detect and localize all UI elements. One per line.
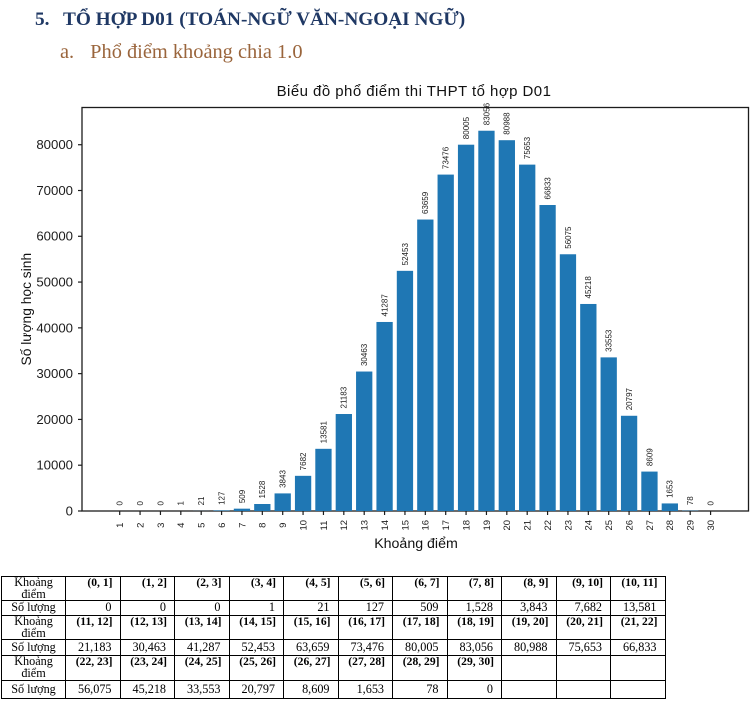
svg-text:17: 17 bbox=[441, 520, 452, 531]
svg-text:7682: 7682 bbox=[299, 452, 308, 470]
svg-text:10000: 10000 bbox=[36, 458, 73, 473]
svg-text:20797: 20797 bbox=[625, 387, 634, 410]
svg-text:9: 9 bbox=[278, 523, 289, 528]
svg-text:15: 15 bbox=[400, 520, 411, 531]
svg-text:25: 25 bbox=[604, 520, 615, 531]
svg-text:3843: 3843 bbox=[279, 470, 288, 488]
svg-text:27: 27 bbox=[645, 520, 656, 531]
svg-text:18: 18 bbox=[461, 520, 472, 531]
svg-text:Biểu đồ phổ điểm thi THPT tổ h: Biểu đồ phổ điểm thi THPT tổ hợp D01 bbox=[277, 83, 552, 100]
svg-text:52453: 52453 bbox=[401, 243, 410, 266]
svg-text:80000: 80000 bbox=[36, 137, 73, 152]
svg-text:1: 1 bbox=[115, 523, 126, 528]
svg-text:21183: 21183 bbox=[340, 386, 349, 408]
svg-text:80005: 80005 bbox=[462, 116, 471, 139]
svg-text:13581: 13581 bbox=[319, 421, 328, 444]
svg-text:41287: 41287 bbox=[380, 294, 389, 317]
svg-text:10: 10 bbox=[298, 520, 309, 531]
svg-text:56075: 56075 bbox=[564, 226, 573, 249]
svg-text:20000: 20000 bbox=[36, 412, 73, 427]
svg-text:33553: 33553 bbox=[605, 329, 614, 352]
svg-text:45218: 45218 bbox=[584, 276, 593, 299]
svg-text:28: 28 bbox=[665, 520, 676, 531]
svg-text:75653: 75653 bbox=[523, 136, 532, 159]
svg-text:6: 6 bbox=[217, 523, 228, 528]
svg-text:29: 29 bbox=[686, 520, 697, 531]
svg-text:78: 78 bbox=[686, 496, 695, 505]
svg-text:66833: 66833 bbox=[543, 177, 552, 200]
svg-text:11: 11 bbox=[319, 521, 330, 531]
svg-text:73476: 73476 bbox=[442, 146, 451, 169]
svg-text:1: 1 bbox=[177, 501, 186, 506]
svg-text:70000: 70000 bbox=[36, 183, 73, 198]
svg-text:8: 8 bbox=[258, 523, 269, 528]
svg-text:22: 22 bbox=[543, 520, 554, 531]
svg-text:14: 14 bbox=[380, 520, 391, 531]
svg-text:0: 0 bbox=[156, 501, 165, 506]
svg-text:16: 16 bbox=[421, 520, 432, 531]
svg-text:80988: 80988 bbox=[503, 112, 512, 135]
svg-text:24: 24 bbox=[584, 520, 595, 531]
svg-text:Khoảng điểm: Khoảng điểm bbox=[374, 536, 458, 552]
svg-text:63659: 63659 bbox=[421, 191, 430, 214]
svg-text:509: 509 bbox=[238, 489, 247, 503]
svg-text:1528: 1528 bbox=[258, 480, 267, 498]
svg-text:60000: 60000 bbox=[36, 229, 73, 244]
svg-text:20: 20 bbox=[502, 520, 513, 531]
svg-text:23: 23 bbox=[563, 520, 574, 531]
svg-text:13: 13 bbox=[360, 520, 371, 531]
svg-text:5: 5 bbox=[197, 523, 208, 528]
svg-text:12: 12 bbox=[339, 520, 350, 531]
svg-text:30: 30 bbox=[706, 520, 717, 531]
svg-text:7: 7 bbox=[237, 523, 248, 528]
svg-text:19: 19 bbox=[482, 520, 493, 531]
svg-text:127: 127 bbox=[217, 491, 226, 505]
svg-text:40000: 40000 bbox=[36, 320, 73, 335]
svg-text:21: 21 bbox=[197, 496, 206, 505]
svg-text:50000: 50000 bbox=[36, 274, 73, 289]
svg-text:Số lượng học sinh: Số lượng học sinh bbox=[19, 253, 34, 366]
svg-text:4: 4 bbox=[176, 523, 187, 528]
svg-text:1653: 1653 bbox=[666, 480, 675, 498]
svg-text:83056: 83056 bbox=[482, 102, 491, 125]
svg-text:21: 21 bbox=[523, 520, 534, 531]
svg-text:0: 0 bbox=[66, 503, 73, 518]
svg-text:30000: 30000 bbox=[36, 366, 73, 381]
svg-text:8609: 8609 bbox=[645, 448, 654, 466]
svg-text:2: 2 bbox=[135, 523, 146, 528]
svg-text:30463: 30463 bbox=[360, 343, 369, 366]
svg-text:0: 0 bbox=[116, 501, 125, 506]
svg-text:3: 3 bbox=[156, 523, 167, 528]
svg-text:0: 0 bbox=[136, 501, 145, 506]
svg-text:26: 26 bbox=[624, 520, 635, 531]
svg-text:0: 0 bbox=[706, 501, 715, 506]
